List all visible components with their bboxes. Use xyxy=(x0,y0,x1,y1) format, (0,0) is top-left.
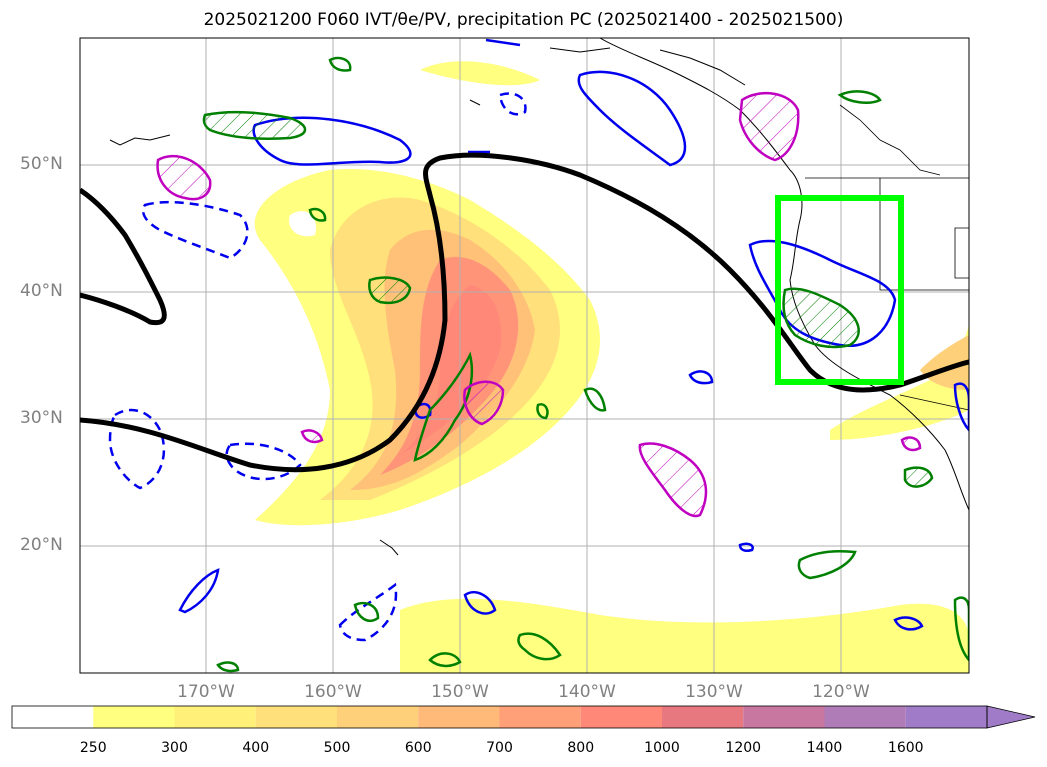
lon-label-120w: 120°W xyxy=(812,682,870,702)
colorbar-cell xyxy=(662,706,744,728)
highlight-box xyxy=(775,195,904,385)
colorbar-frame xyxy=(11,705,988,729)
colorbar-tick-label: 250 xyxy=(79,740,107,756)
lat-label-30n: 30°N xyxy=(20,408,63,428)
colorbar-tick-label: 600 xyxy=(404,740,432,756)
colorbar-tick-label: 700 xyxy=(486,740,513,756)
lat-label-50n: 50°N xyxy=(20,154,63,174)
lon-label-130w: 130°W xyxy=(685,682,743,702)
lon-label-160w: 160°W xyxy=(304,682,362,702)
map-title: 2025021200 F060 IVT/θe/PV, precipitation… xyxy=(203,10,844,30)
colorbar-extend-arrow xyxy=(986,705,1036,729)
colorbar-tick-label: 1000 xyxy=(644,740,680,756)
lon-label-170w: 170°W xyxy=(177,682,235,702)
colorbar-cell xyxy=(418,706,500,728)
lat-label-40n: 40°N xyxy=(20,281,63,301)
lon-label-150w: 150°W xyxy=(431,682,489,702)
colorbar-tick-label: 500 xyxy=(323,740,351,756)
colorbar-cell xyxy=(174,706,256,728)
colorbar-cell xyxy=(499,706,581,728)
borders xyxy=(805,104,969,411)
colorbar-cell xyxy=(905,706,987,728)
lon-label-140w: 140°W xyxy=(558,682,616,702)
ivt-shading xyxy=(254,61,969,673)
colorbar-cell xyxy=(93,706,175,728)
colorbar-cell xyxy=(580,706,662,728)
colorbar-cell xyxy=(337,706,419,728)
colorbar-tick-label: 1600 xyxy=(887,740,924,756)
colorbar xyxy=(11,705,1036,729)
green-hatched-areas xyxy=(203,112,932,487)
coastlines xyxy=(109,38,969,556)
colorbar-cell xyxy=(743,706,825,728)
map-panel xyxy=(79,37,970,674)
colorbar-tick-label: 300 xyxy=(161,740,188,756)
colorbar-tick-label: 400 xyxy=(242,740,270,756)
lat-label-20n: 20°N xyxy=(20,535,63,555)
magenta-contours xyxy=(156,92,922,518)
blue-dashed-contours xyxy=(108,92,527,642)
colorbar-cell xyxy=(12,706,94,728)
map-frame xyxy=(79,37,970,674)
blue-contours xyxy=(178,38,969,631)
pv-2-contour xyxy=(80,152,969,473)
lat-lon-grid xyxy=(80,38,969,673)
colorbar-tick-label: 800 xyxy=(567,740,595,756)
colorbar-cell xyxy=(255,706,337,728)
colorbar-tick-label: 1200 xyxy=(725,740,762,756)
colorbar-cell xyxy=(824,706,906,728)
colorbar-tick-label: 1400 xyxy=(806,740,843,756)
